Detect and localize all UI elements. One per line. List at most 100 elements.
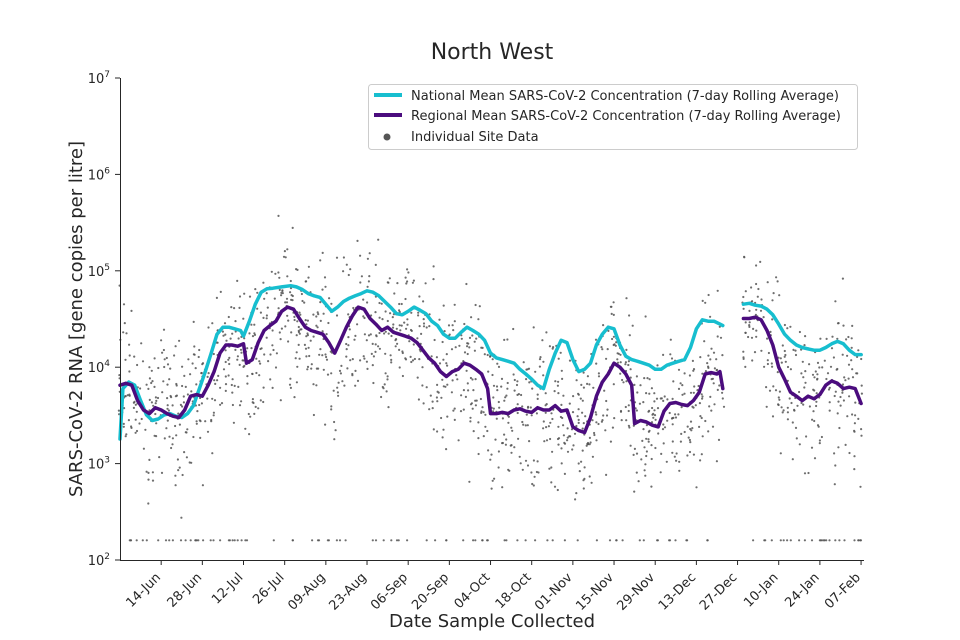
site-data-point [697,384,700,388]
site-data-point [782,409,785,412]
site-data-point [595,362,598,365]
site-data-point [303,301,306,304]
site-data-point [500,377,504,380]
site-data-point [677,387,681,390]
site-data-point [642,539,645,542]
site-data-point [330,405,333,408]
site-data-point [526,424,529,427]
site-data-point [591,419,594,422]
site-data-point [368,252,371,255]
site-data-point [164,539,168,542]
site-data-point [444,385,447,388]
site-data-point [553,485,557,488]
site-data-point [466,382,469,385]
site-data-point [228,362,231,366]
site-data-point [200,372,203,375]
site-data-point [336,386,339,389]
site-data-point [168,378,171,381]
site-data-point [262,316,265,319]
site-data-point [147,387,150,390]
site-data-point [517,393,521,396]
site-data-point [134,431,137,434]
site-data-point [231,403,234,407]
site-data-point [393,292,396,295]
site-data-point [562,424,565,427]
site-data-point [219,403,222,406]
site-data-point [177,412,180,415]
site-data-point [463,351,467,354]
site-data-point [576,415,579,418]
site-data-point [794,353,798,357]
site-data-point [278,276,281,279]
site-data-point [199,436,202,439]
site-data-point [467,389,470,392]
site-data-point [699,356,702,359]
site-data-point [240,539,243,542]
site-data-point [495,385,499,388]
site-data-point [124,358,127,361]
site-data-point [196,410,199,413]
site-data-point [412,279,415,282]
site-data-point [786,411,790,414]
site-data-point [238,404,242,407]
site-data-point [557,380,560,383]
site-data-point [662,399,665,402]
site-data-point [652,416,655,419]
site-data-point [662,423,665,426]
site-data-point [349,268,352,271]
site-data-point [125,332,128,335]
site-data-point [622,381,625,384]
site-data-point [336,391,339,394]
site-data-point [744,331,747,334]
site-data-point [496,389,499,392]
site-data-point [194,539,197,542]
site-data-point [782,539,785,542]
site-data-point [438,362,442,365]
site-data-point [556,384,560,387]
site-data-point [709,315,712,318]
site-data-point [837,400,840,403]
site-data-point [330,372,333,375]
site-data-point [844,379,847,382]
site-data-point [669,338,672,341]
site-data-point [491,479,494,482]
site-data-point [689,427,692,431]
site-data-point [400,302,403,306]
site-data-point [582,487,585,490]
site-data-point [786,418,790,421]
site-data-point [151,479,155,482]
site-data-point [670,357,674,360]
site-data-point [315,315,318,318]
site-data-point [721,354,724,357]
site-data-point [553,390,556,393]
site-data-point [536,397,539,400]
site-data-point [860,384,863,387]
site-data-point [747,335,750,339]
legend-site-label: Individual Site Data [411,130,539,145]
site-data-point [195,383,198,386]
site-data-point [834,464,837,467]
site-data-point [432,428,435,431]
site-data-point [469,376,472,380]
site-data-point [545,439,549,442]
site-data-point [471,334,474,337]
site-data-point [185,456,188,459]
site-data-point [513,446,516,449]
site-data-point [742,356,745,359]
site-data-point [346,367,349,370]
site-data-point [483,353,486,356]
site-data-point [201,362,205,365]
site-data-point [310,367,313,370]
site-data-point [265,314,268,317]
site-data-point [244,539,247,542]
site-data-point [759,309,763,312]
site-data-point [161,351,164,354]
site-data-point [789,325,792,328]
site-data-point [191,362,194,365]
site-data-point [818,366,821,369]
site-data-point [263,297,266,300]
site-data-point [505,539,508,542]
site-data-point [370,314,373,317]
site-data-point [812,388,815,391]
site-data-point [375,335,378,338]
